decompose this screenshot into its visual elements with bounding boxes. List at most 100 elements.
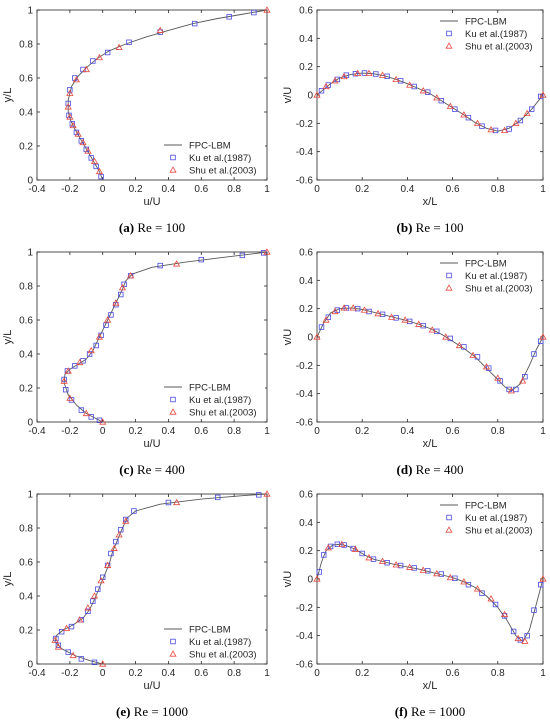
triangle-marker (322, 82, 330, 90)
x-tick-label: 0 (100, 426, 106, 437)
legend-entry: Shu et al.(2003) (189, 649, 257, 660)
triangle-marker (60, 377, 68, 384)
square-marker (65, 100, 71, 107)
triangle-marker (365, 554, 373, 561)
square-marker (506, 126, 512, 132)
triangle-marker (97, 576, 105, 584)
triangle-marker (76, 358, 84, 366)
y-tick-label: -0.2 (296, 361, 314, 372)
legend-marker-symbol (169, 650, 177, 657)
square-marker (517, 117, 524, 124)
x-axis-label: x/L (423, 438, 438, 450)
triangle-marker (76, 616, 84, 623)
x-tick-label: 0.6 (194, 668, 208, 679)
triangle-marker (349, 304, 357, 311)
square-marker (69, 121, 76, 127)
triangle-marker (415, 320, 423, 327)
legend-marker-symbol (445, 284, 453, 291)
plot-area-frame (36, 251, 268, 423)
square-marker (486, 365, 492, 371)
triangle-marker (69, 121, 77, 129)
x-axis-label: u/U (143, 196, 160, 208)
square-marker (63, 386, 69, 393)
y-tick-label: 0 (27, 176, 33, 187)
square-marker (334, 541, 341, 547)
triangle-marker (99, 660, 107, 667)
triangle-marker (66, 113, 74, 120)
square-marker (53, 635, 59, 642)
x-axis-label: x/L (423, 680, 438, 692)
triangle-marker (122, 517, 130, 524)
y-tick-label: 0.6 (299, 248, 313, 259)
panel-caption: (f) Re = 1000 (395, 704, 466, 719)
triangle-marker (523, 109, 531, 116)
square-marker (256, 492, 262, 498)
square-marker (88, 414, 94, 420)
square-marker (118, 291, 124, 298)
y-tick-label: 0.8 (19, 524, 33, 535)
y-tick-label: 0.8 (19, 282, 33, 293)
series-shu-et-al-2003- (64, 6, 271, 175)
triangle-marker (62, 624, 71, 631)
square-marker (465, 114, 472, 121)
x-tick-label: 0.6 (446, 184, 460, 195)
caption-text: Re = 400 (412, 462, 463, 477)
y-axis-label: y/L (2, 572, 14, 587)
legend-entry: Shu et al.(2003) (189, 165, 257, 176)
square-marker (126, 39, 132, 45)
x-tick-label: 0.2 (129, 184, 143, 195)
triangle-marker (322, 316, 330, 323)
panel-caption: (d) Re = 400 (397, 462, 464, 477)
y-tick-label: 0.4 (299, 276, 313, 287)
square-marker (66, 112, 72, 119)
square-marker (88, 155, 94, 161)
y-tick-label: 0.6 (19, 316, 33, 327)
square-marker (123, 516, 129, 523)
triangle-marker (112, 299, 120, 306)
square-marker (78, 407, 85, 413)
triangle-marker (374, 309, 382, 317)
square-marker (529, 106, 535, 112)
triangle-marker (79, 138, 87, 146)
x-tick-label: 0.8 (491, 184, 505, 195)
triangle-marker (263, 490, 271, 497)
triangle-marker (263, 6, 271, 13)
legend-box (161, 379, 265, 419)
triangle-marker (473, 119, 482, 126)
x-tick-label: 0.6 (446, 426, 460, 437)
y-tick-label: 0.6 (19, 558, 33, 569)
triangle-marker (104, 316, 112, 323)
x-tick-label: 1 (540, 668, 546, 679)
series-line (316, 72, 544, 132)
y-tick-label: 0.6 (299, 6, 313, 17)
square-marker (68, 623, 75, 630)
caption-text: Re = 100 (134, 220, 185, 235)
x-tick-label: 0.2 (129, 668, 143, 679)
triangle-marker (84, 604, 92, 611)
triangle-marker (419, 87, 427, 94)
square-marker (538, 93, 544, 100)
triangle-marker (127, 272, 135, 279)
legend-box (437, 497, 541, 537)
triangle-marker (340, 72, 348, 80)
legend-box (161, 621, 265, 661)
y-tick-label: 0.6 (19, 74, 33, 85)
y-tick-label: 0 (307, 91, 313, 102)
triangle-marker (500, 610, 509, 617)
triangle-marker (428, 326, 436, 333)
series-line (316, 307, 544, 392)
triangle-marker (173, 260, 181, 267)
legend-marker-symbol (169, 408, 177, 415)
triangle-marker (95, 53, 104, 61)
square-marker (131, 508, 137, 514)
square-marker (104, 49, 111, 56)
square-marker (352, 71, 359, 77)
square-marker (479, 123, 485, 129)
square-marker (452, 106, 458, 112)
legend-entry: Ku et al.(1987) (465, 271, 527, 282)
square-marker (318, 88, 325, 94)
caption-letter: (b) (397, 220, 413, 235)
square-marker (251, 9, 257, 16)
y-axis-label: v/U (282, 329, 294, 346)
